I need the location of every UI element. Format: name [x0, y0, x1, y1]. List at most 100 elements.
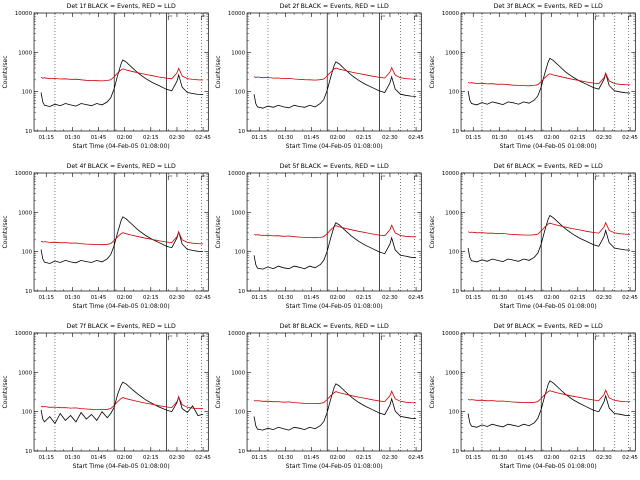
- x-tick-label: 02:30: [383, 455, 399, 461]
- y-tick-label: 1000: [445, 50, 459, 56]
- panel-title: Det 1f BLACK = Events, RED = LLD: [67, 3, 176, 10]
- y-axis-label: Counts/sec: [429, 215, 436, 248]
- x-tick-label: 01:45: [304, 135, 320, 141]
- y-axis-label: Counts/sec: [429, 375, 436, 408]
- y-tick-label: 1000: [445, 210, 459, 216]
- y-tick-label: 10: [239, 129, 246, 135]
- flag-mark: [381, 15, 386, 20]
- series-lld: [254, 390, 417, 405]
- flag-mark: [627, 175, 633, 180]
- x-tick-label: 01:15: [38, 295, 54, 301]
- series-events: [40, 59, 204, 107]
- x-tick-label: 02:30: [169, 135, 185, 141]
- y-tick-label: 1000: [232, 370, 246, 376]
- panel-svg: 10 100 1000 10000 01:15 01:30 01:45 02:00 02:15 0…: [2, 323, 211, 470]
- y-axis-label: Counts/sec: [2, 55, 9, 88]
- y-tick-label: 10: [452, 289, 459, 295]
- y-tick-label: 1000: [18, 210, 32, 216]
- chart-panel-det-2f: 10 100 1000 10000 01:15 01:30 01:45 02:00 02:15 0…: [213, 0, 426, 160]
- y-tick-label: 1000: [232, 210, 246, 216]
- x-tick-label: 02:45: [195, 135, 211, 141]
- flag-mark: [627, 335, 633, 340]
- series-events: [467, 380, 630, 428]
- x-tick-label: 02:00: [544, 295, 560, 301]
- panel-title: Det 7f BLACK = Events, RED = LLD: [67, 323, 176, 330]
- x-tick-label: 02:15: [570, 295, 586, 301]
- panel-title: Det 5f BLACK = Events, RED = LLD: [280, 163, 389, 170]
- x-tick-label: 02:45: [409, 295, 425, 301]
- chart-panel-det-6f: 10 100 1000 10000 01:15 01:30 01:45 02:00 02:15 0…: [427, 160, 640, 320]
- x-tick-label: 02:00: [117, 295, 133, 301]
- panel-title: Det 3f BLACK = Events, RED = LLD: [493, 3, 602, 10]
- panel-svg: 10 100 1000 10000 01:15 01:30 01:45 02:00 02:15 0…: [215, 3, 424, 150]
- x-axis-label: Start Time (04-Feb-05 01:08:00): [499, 303, 596, 310]
- x-tick-label: 02:00: [117, 135, 133, 141]
- chart-panel-det-7f: 10 100 1000 10000 01:15 01:30 01:45 02:00 02:15 0…: [0, 320, 213, 480]
- x-axis-label: Start Time (04-Feb-05 01:08:00): [73, 463, 170, 470]
- flag-mark: [201, 15, 206, 20]
- y-tick-label: 100: [448, 250, 459, 256]
- plot-frame: [460, 332, 636, 452]
- panel-svg: 10 100 1000 10000 01:15 01:30 01:45 02:00 02:15 0…: [2, 3, 211, 150]
- series-events: [253, 383, 417, 431]
- x-tick-label: 01:30: [491, 295, 507, 301]
- panel-title: Det 9f BLACK = Events, RED = LLD: [493, 323, 602, 330]
- y-tick-label: 100: [235, 250, 246, 256]
- plot-frame: [33, 12, 209, 132]
- y-tick-label: 100: [235, 410, 246, 416]
- series-lld: [40, 231, 204, 246]
- x-tick-label: 02:45: [195, 455, 211, 461]
- x-tick-label: 02:30: [383, 295, 399, 301]
- x-axis-label: Start Time (04-Feb-05 01:08:00): [73, 303, 170, 310]
- x-tick-label: 02:00: [117, 455, 133, 461]
- chart-panel-det-4f: 10 100 1000 10000 01:15 01:30 01:45 02:00 02:15 0…: [0, 160, 213, 320]
- x-tick-label: 01:45: [517, 455, 533, 461]
- x-axis-label: Start Time (04-Feb-05 01:08:00): [286, 303, 383, 310]
- y-tick-label: 10000: [15, 11, 33, 17]
- y-tick-label: 10: [25, 129, 32, 135]
- series-events: [253, 61, 417, 109]
- x-tick-label: 02:30: [169, 455, 185, 461]
- series-lld: [254, 224, 417, 239]
- panel-title: Det 6f BLACK = Events, RED = LLD: [493, 163, 602, 170]
- x-axis-label: Start Time (04-Feb-05 01:08:00): [499, 143, 596, 150]
- x-tick-label: 01:30: [65, 455, 81, 461]
- x-tick-label: 02:00: [330, 455, 346, 461]
- x-tick-label: 02:00: [330, 295, 346, 301]
- x-tick-label: 02:30: [169, 295, 185, 301]
- x-tick-label: 01:15: [252, 455, 268, 461]
- plot-frame: [460, 172, 636, 292]
- plot-frame: [247, 12, 422, 132]
- flag-mark: [594, 335, 599, 340]
- y-tick-label: 10: [239, 449, 246, 455]
- y-tick-label: 10000: [15, 331, 33, 337]
- y-tick-label: 100: [22, 90, 33, 96]
- x-tick-label: 01:15: [465, 135, 481, 141]
- x-tick-label: 01:15: [252, 295, 268, 301]
- series-events: [40, 216, 204, 264]
- x-tick-label: 01:45: [304, 295, 320, 301]
- series-lld: [467, 221, 630, 236]
- x-tick-label: 01:30: [278, 455, 294, 461]
- x-axis-label: Start Time (04-Feb-05 01:08:00): [73, 143, 170, 150]
- panel-svg: 10 100 1000 10000 01:15 01:30 01:45 02:00 02:15 0…: [429, 323, 638, 470]
- x-tick-label: 01:45: [91, 295, 107, 301]
- plot-frame: [33, 172, 209, 292]
- x-tick-label: 01:15: [38, 135, 54, 141]
- x-tick-label: 01:15: [465, 295, 481, 301]
- panel-title: Det 2f BLACK = Events, RED = LLD: [280, 3, 389, 10]
- y-axis-label: Counts/sec: [429, 55, 436, 88]
- y-tick-label: 1000: [445, 370, 459, 376]
- y-axis-label: Counts/sec: [2, 375, 9, 408]
- series-events: [467, 214, 630, 263]
- series-events: [40, 381, 204, 425]
- x-tick-label: 01:45: [91, 455, 107, 461]
- y-tick-label: 10000: [228, 331, 246, 337]
- flag-mark: [201, 175, 206, 180]
- y-axis-label: Counts/sec: [215, 215, 222, 248]
- chart-panel-det-1f: 10 100 1000 10000 01:15 01:30 01:45 02:00 02:15 0…: [0, 0, 213, 160]
- y-tick-label: 10000: [442, 171, 460, 177]
- x-tick-label: 02:15: [143, 455, 159, 461]
- plot-frame: [460, 12, 636, 132]
- x-tick-label: 01:15: [252, 135, 268, 141]
